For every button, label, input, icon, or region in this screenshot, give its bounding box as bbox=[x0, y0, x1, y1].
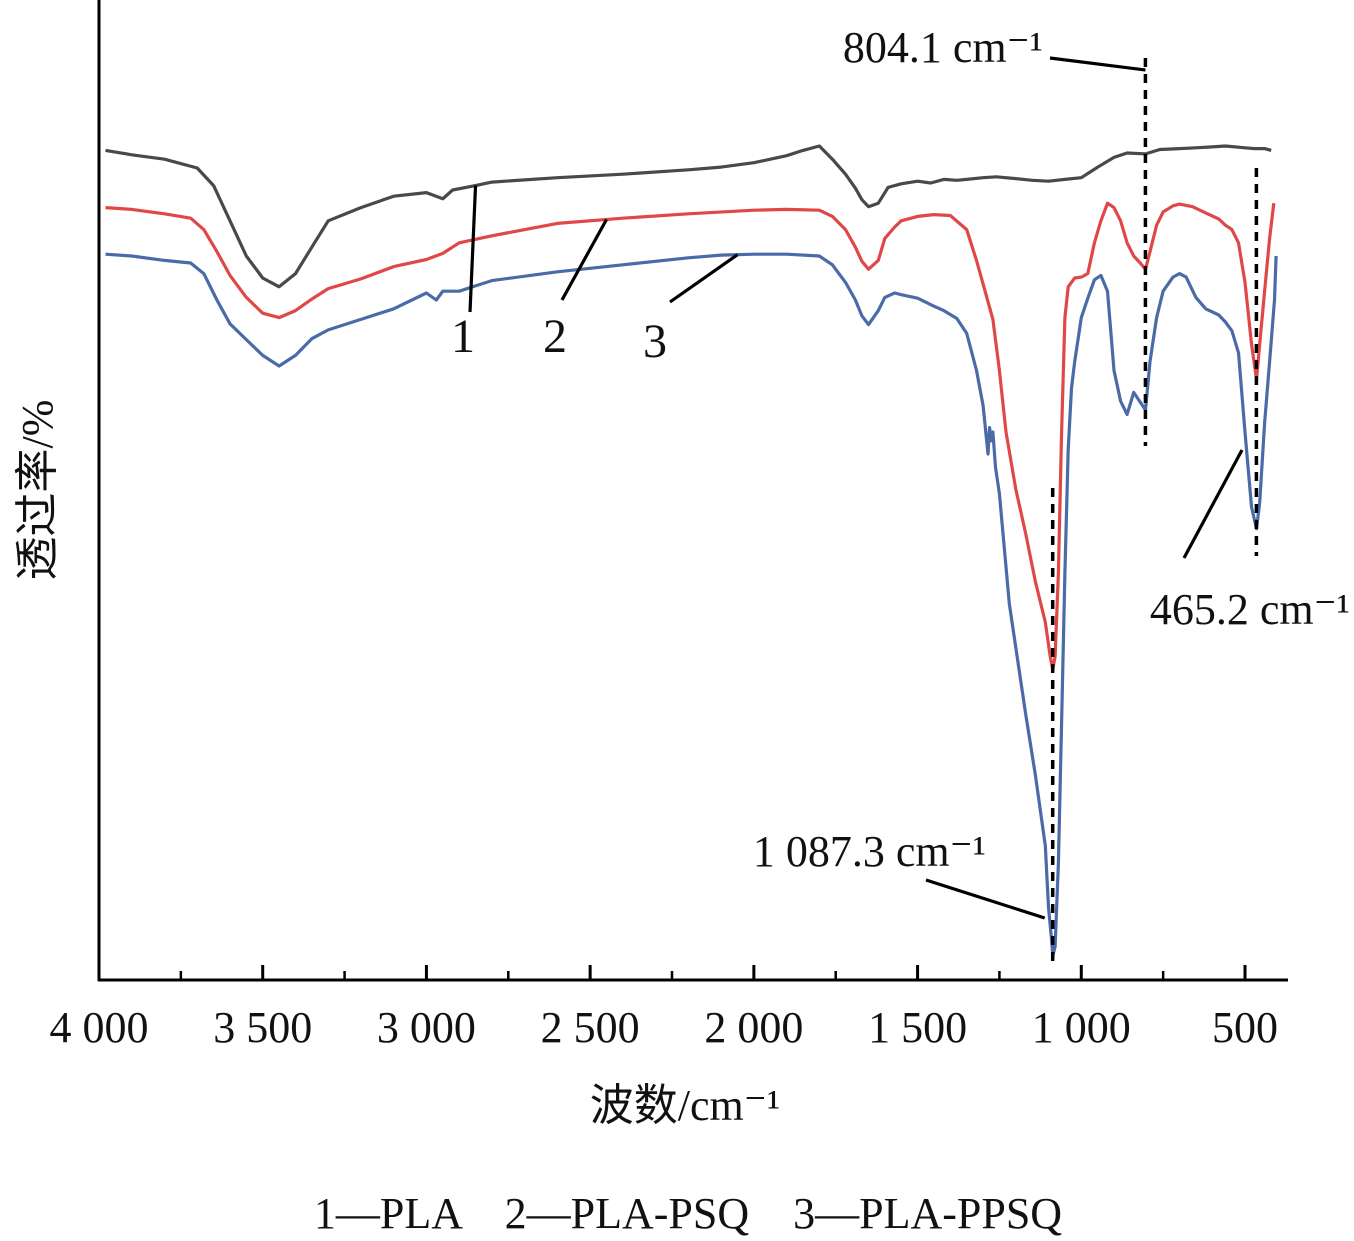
curve-label-3: 3 bbox=[643, 315, 667, 368]
x-tick-label: 1 000 bbox=[1032, 1003, 1131, 1052]
peak-label-465: 465.2 cm⁻¹ bbox=[1150, 585, 1350, 634]
legend: 1—PLA 2—PLA-PSQ 3—PLA-PPSQ bbox=[314, 1189, 1062, 1238]
leader-465 bbox=[1182, 449, 1244, 559]
leader-804 bbox=[1049, 56, 1146, 72]
x-tick-label: 1 500 bbox=[868, 1003, 967, 1052]
series-line-2 bbox=[105, 201, 1276, 672]
curve-leader-2 bbox=[560, 218, 608, 301]
curve-label-2: 2 bbox=[543, 310, 567, 363]
series-line-1 bbox=[105, 144, 1272, 289]
curve-label-1: 1 bbox=[451, 310, 475, 363]
peak-label-804: 804.1 cm⁻¹ bbox=[843, 23, 1043, 72]
curve-leader-1 bbox=[468, 185, 478, 313]
y-axis-title: 透过率/% bbox=[13, 400, 62, 581]
x-tick-label: 2 500 bbox=[541, 1003, 640, 1052]
x-axis-ticks: 4 000 3 500 3 000 2 500 2 000 1 500 1 000 500 bbox=[50, 965, 1278, 1052]
x-axis-title: 波数/cm⁻¹ bbox=[590, 1081, 780, 1130]
x-tick-label: 500 bbox=[1212, 1003, 1278, 1052]
x-tick-label: 2 000 bbox=[704, 1003, 803, 1052]
peak-label-1087: 1 087.3 cm⁻¹ bbox=[753, 827, 986, 876]
x-tick-label: 4 000 bbox=[50, 1003, 149, 1052]
x-tick-label: 3 500 bbox=[213, 1003, 312, 1052]
leader-1087 bbox=[925, 878, 1046, 920]
curve-leader-3 bbox=[669, 253, 739, 304]
peak-guides bbox=[468, 56, 1259, 962]
spectrum-curves bbox=[105, 144, 1278, 958]
x-tick-label: 3 000 bbox=[377, 1003, 476, 1052]
series-line-3 bbox=[105, 252, 1278, 958]
